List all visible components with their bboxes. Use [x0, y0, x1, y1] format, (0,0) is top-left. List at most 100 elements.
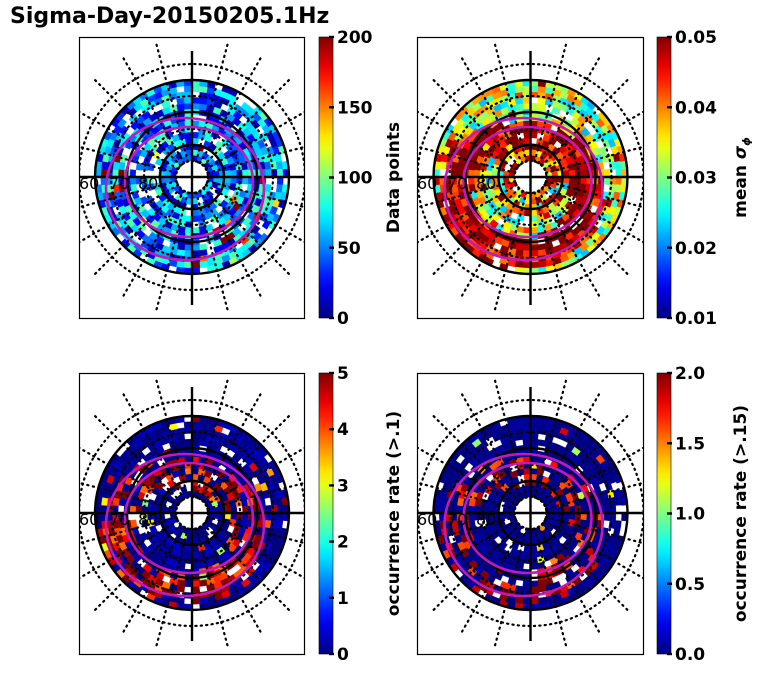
dotted-mlt-spoke — [120, 54, 186, 165]
dotted-mlt-spoke — [544, 481, 643, 510]
data-bin — [537, 439, 547, 447]
dotted-mlt-spoke — [91, 187, 182, 278]
dotted-mlt-spoke — [430, 187, 521, 278]
dotted-mlt-spoke — [79, 481, 178, 510]
dotted-mlt-spoke — [540, 412, 631, 503]
colorbar-gradient — [318, 372, 334, 655]
dotted-mlt-spoke — [543, 183, 643, 244]
dotted-mlt-spoke — [195, 376, 230, 499]
dotted-mlt-spoke — [533, 191, 568, 314]
data-bin — [275, 520, 284, 530]
dotted-mlt-spoke — [154, 527, 189, 650]
dotted-mlt-spoke — [206, 516, 304, 545]
colorbar-label: occurrence rate (>.15) — [731, 405, 751, 622]
dotted-mlt-spoke — [195, 191, 230, 314]
dotted-mlt-spoke — [206, 145, 304, 174]
latitude-label: 60 — [79, 510, 99, 529]
colorbar-label: mean σϕ — [731, 137, 753, 218]
latitude-label: 70 — [447, 510, 467, 529]
dotted-mlt-spoke — [459, 54, 524, 165]
dotted-mlt-spoke — [537, 54, 602, 165]
dotted-mlt-spoke — [540, 76, 631, 167]
dotted-mlt-spoke — [91, 523, 182, 614]
dotted-mlt-spoke — [533, 527, 568, 650]
dotted-mlt-spoke — [417, 183, 518, 244]
dotted-mlt-spoke — [204, 447, 304, 507]
colorbar: 0.0 0.5 1.0 1.5 2.0 occurrence rate (>.15) — [656, 364, 751, 665]
colorbar-tick-label: 50 — [337, 239, 361, 259]
dotted-mlt-spoke — [459, 390, 524, 501]
dotted-mlt-spoke — [198, 390, 264, 501]
polar-panel-2: 60 70 80 0.01 0.02 0.03 0.04 0.05 mean σϕ — [416, 28, 753, 329]
dotted-mlt-spoke — [417, 519, 518, 580]
dotted-mlt-spoke — [493, 191, 528, 314]
oval-equatorward-boundary — [443, 116, 604, 262]
dotted-mlt-spoke — [459, 525, 524, 636]
dotted-mlt-spoke — [533, 40, 568, 163]
figure-title: Sigma-Day-20150205.1Hz — [10, 4, 330, 29]
colorbar-tick-label: 4 — [337, 420, 349, 440]
dotted-mlt-spoke — [417, 180, 517, 209]
latitude-label: 70 — [109, 174, 129, 193]
oval-equatorward-boundary — [443, 452, 604, 598]
dotted-mlt-spoke — [204, 111, 304, 171]
dotted-mlt-spoke — [120, 390, 186, 501]
plot-frame — [78, 372, 306, 656]
dotted-mlt-spoke — [537, 525, 602, 636]
colorbar-tick-label: 1 — [337, 589, 349, 609]
dotted-mlt-spoke — [544, 180, 643, 209]
dotted-mlt-spoke — [544, 145, 643, 174]
plot-frame — [416, 372, 645, 656]
dotted-mlt-spoke — [198, 189, 264, 300]
dotted-mlt-spoke — [195, 40, 230, 163]
dotted-mlt-spoke — [204, 519, 304, 579]
colorbar-tick-label: 2.0 — [675, 364, 705, 384]
dotted-mlt-spoke — [417, 446, 518, 507]
dotted-mlt-spoke — [79, 516, 178, 545]
colorbar-label: occurrence rate (>.1) — [384, 411, 404, 616]
data-bin — [264, 184, 272, 193]
data-bin — [198, 579, 208, 587]
oval-equatorward-boundary — [104, 452, 266, 598]
colorbar-label: Data points — [384, 122, 404, 233]
colorbar-tick-label: 0 — [337, 309, 349, 329]
plot-frame — [416, 36, 645, 320]
latitude-label: 70 — [447, 174, 467, 193]
oval-poleward-boundary — [123, 461, 255, 575]
colorbar-tick-label: 5 — [337, 364, 349, 384]
colorbar-tick-label: 150 — [337, 98, 373, 118]
colorbar-tick-label: 0.0 — [675, 645, 705, 665]
dotted-mlt-spoke — [430, 412, 521, 503]
dotted-mlt-spoke — [79, 446, 180, 507]
dotted-mlt-spoke — [79, 519, 180, 580]
polar-panel-4: 60 70 80 0.0 0.5 1.0 1.5 2.0 occurrence rate (>.… — [416, 364, 751, 665]
dotted-mlt-spoke — [198, 525, 264, 636]
dotted-mlt-spoke — [430, 76, 521, 167]
dotted-mlt-spoke — [543, 446, 643, 507]
dotted-mlt-spoke — [154, 376, 189, 499]
oval-poleward-boundary — [462, 125, 593, 239]
dotted-mlt-spoke — [417, 145, 517, 174]
data-bin — [614, 520, 622, 530]
dotted-mlt-spoke — [537, 390, 602, 501]
colorbar: 0 1 2 3 4 5 occurrence rate (>.1) — [318, 364, 404, 665]
dotted-mlt-spoke — [417, 516, 517, 545]
dotted-mlt-spoke — [537, 189, 602, 300]
dotted-mlt-spoke — [459, 189, 524, 300]
colorbar-tick-label: 1.0 — [675, 505, 705, 525]
dotted-mlt-spoke — [430, 523, 521, 614]
latitude-label: 60 — [417, 174, 437, 193]
data-bin — [199, 260, 209, 269]
data-bin — [176, 585, 185, 593]
oval-equatorward-boundary — [104, 116, 266, 262]
dotted-mlt-spoke — [202, 412, 293, 503]
latitude-label: 80 — [138, 174, 158, 193]
dotted-mlt-spoke — [91, 412, 182, 503]
colorbar-tick-label: 0.5 — [675, 575, 705, 595]
dotted-mlt-spoke — [493, 40, 528, 163]
dotted-mlt-spoke — [79, 145, 178, 174]
dotted-mlt-spoke — [417, 481, 517, 510]
plot-frame — [78, 36, 306, 320]
dotted-mlt-spoke — [79, 110, 180, 171]
colorbar: 0.01 0.02 0.03 0.04 0.05 mean σϕ — [656, 28, 753, 329]
